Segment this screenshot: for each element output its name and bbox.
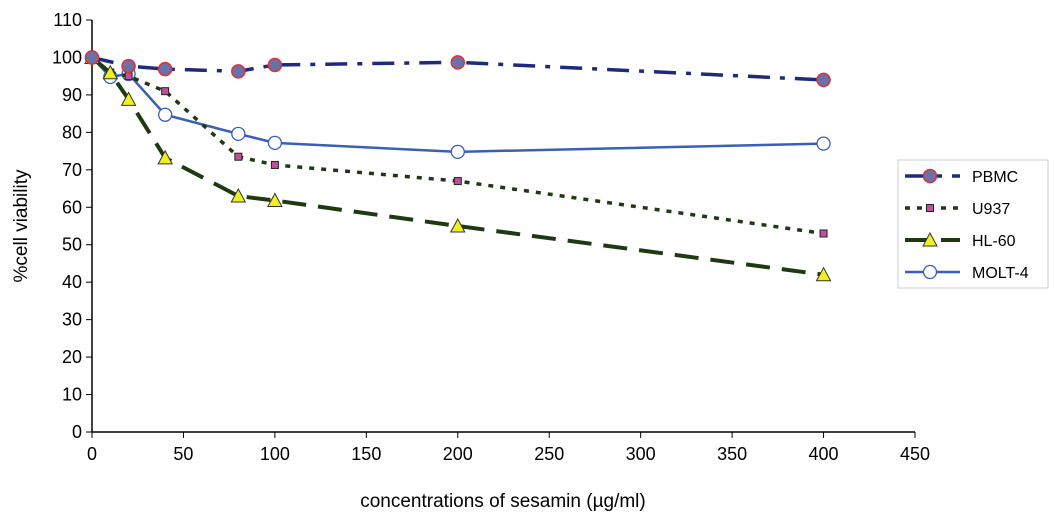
legend-marker-pbmc bbox=[922, 168, 938, 184]
data-point-pbmc bbox=[157, 61, 173, 77]
x-tick-label: 300 bbox=[626, 444, 656, 464]
data-point-hl-60 bbox=[102, 64, 119, 80]
y-tick-label: 110 bbox=[53, 10, 82, 30]
data-point-pbmc bbox=[267, 57, 283, 73]
data-point-molt-4 bbox=[267, 135, 283, 151]
data-point-molt-4 bbox=[158, 107, 173, 122]
y-tick-label: 70 bbox=[62, 160, 82, 180]
y-tick-label: 10 bbox=[62, 385, 82, 405]
x-tick-label: 150 bbox=[351, 444, 381, 464]
legend-label-molt-4: MOLT-4 bbox=[972, 265, 1029, 282]
y-tick-label: 60 bbox=[62, 197, 82, 217]
data-point-u937 bbox=[124, 72, 133, 81]
x-tick-label: 200 bbox=[443, 444, 473, 464]
x-tick-label: 0 bbox=[87, 444, 97, 464]
data-point-hl-60 bbox=[157, 149, 173, 165]
legend-label-u937: U937 bbox=[972, 201, 1010, 218]
legend-label-pbmc: PBMC bbox=[972, 169, 1018, 186]
x-tick-label: 250 bbox=[534, 444, 564, 464]
data-point-molt-4 bbox=[450, 144, 465, 159]
y-tick-label: 0 bbox=[72, 422, 82, 442]
y-tick-label: 50 bbox=[62, 235, 82, 255]
series-pbmc bbox=[84, 50, 831, 88]
data-point-hl-60 bbox=[267, 192, 283, 208]
legend-box bbox=[897, 159, 1049, 289]
data-point-hl-60 bbox=[230, 187, 247, 203]
y-tick-label: 100 bbox=[52, 47, 82, 67]
legend-marker-hl-60 bbox=[922, 231, 938, 247]
x-tick-label: 350 bbox=[717, 444, 747, 464]
x-tick-label: 50 bbox=[173, 444, 193, 464]
data-point-pbmc bbox=[84, 50, 100, 65]
x-tick-label: 450 bbox=[900, 444, 930, 464]
y-tick-label: 90 bbox=[62, 85, 82, 105]
data-point-u937 bbox=[453, 177, 462, 186]
series-group bbox=[84, 49, 832, 282]
y-axis-label: %cell viability bbox=[11, 169, 32, 282]
data-point-pbmc bbox=[450, 55, 466, 70]
data-point-molt-4 bbox=[231, 126, 246, 142]
x-tick-label: 400 bbox=[809, 444, 839, 464]
legend-marker-u937 bbox=[926, 204, 934, 212]
data-point-pbmc bbox=[816, 72, 831, 88]
axes: 0 10 20 30 40 50 60 70 80 90 100 110 0 50 100 150 200 250… bbox=[52, 10, 930, 464]
x-axis-label: concentrations of sesamin (µg/ml) bbox=[360, 491, 646, 512]
data-point-hl-60 bbox=[815, 266, 832, 282]
series-hl-60 bbox=[84, 49, 832, 282]
y-tick-label: 20 bbox=[62, 347, 82, 367]
x-tick-label: 100 bbox=[260, 444, 290, 464]
series-line-hl-60 bbox=[90, 55, 824, 277]
data-point-pbmc bbox=[231, 64, 246, 79]
data-point-u937 bbox=[161, 87, 170, 96]
y-tick-label: 40 bbox=[62, 272, 82, 292]
data-point-u937 bbox=[819, 229, 828, 238]
legend: PBMC U937 HL-60 MOLT-4 bbox=[897, 159, 1049, 289]
data-point-u937 bbox=[270, 160, 279, 169]
legend-label-hl-60: HL-60 bbox=[972, 233, 1016, 250]
data-point-pbmc bbox=[121, 58, 136, 74]
data-point-hl-60 bbox=[120, 91, 137, 106]
data-point-u937 bbox=[234, 152, 243, 161]
legend-marker-molt-4 bbox=[922, 264, 938, 280]
data-point-molt-4 bbox=[816, 136, 831, 151]
y-tick-label: 80 bbox=[62, 122, 82, 142]
data-point-hl-60 bbox=[449, 217, 466, 233]
y-tick-label: 30 bbox=[62, 310, 82, 330]
